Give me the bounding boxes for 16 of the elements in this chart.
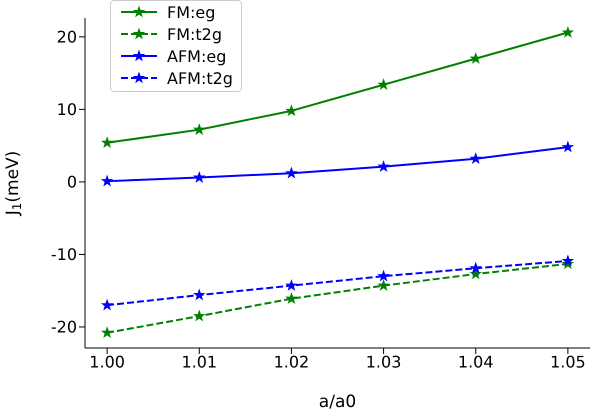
x-tick-label: 1.02 — [274, 352, 310, 372]
x-axis-title: a/a0 — [318, 392, 356, 409]
y-tick-label: -20 — [50, 318, 77, 337]
y-tick-label: 20 — [56, 28, 77, 47]
y-tick-label: 10 — [56, 100, 77, 120]
x-tick-label: 1.00 — [89, 352, 125, 372]
legend-label: AFM:t2g — [167, 68, 233, 88]
x-tick-label: 1.03 — [366, 352, 402, 372]
legend-label: FM:eg — [167, 2, 216, 22]
y-tick-label: 0 — [66, 172, 77, 192]
x-tick-label: 1.05 — [550, 352, 586, 372]
x-tick-label: 1.04 — [458, 352, 494, 372]
legend-label: FM:t2g — [167, 24, 222, 44]
legend-label: AFM:eg — [167, 46, 226, 66]
x-tick-label: 1.01 — [181, 352, 218, 372]
y-tick-label: -10 — [50, 245, 77, 264]
